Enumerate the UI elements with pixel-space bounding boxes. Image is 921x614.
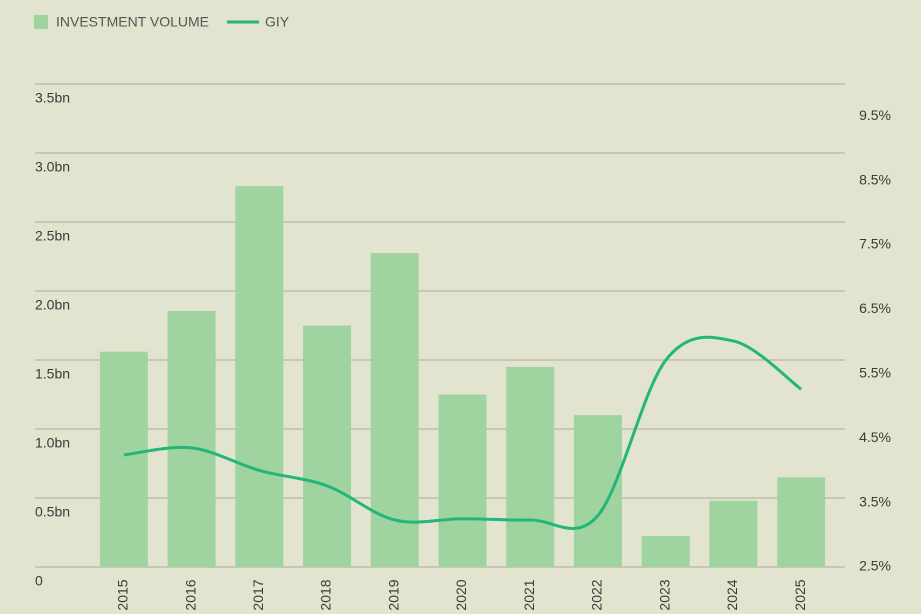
y-tick-label: 1.0bn: [35, 435, 70, 451]
x-tick-label: 2017: [250, 579, 266, 610]
x-tick-label: 2025: [792, 579, 808, 610]
x-tick-label: 2024: [724, 579, 740, 610]
bar: [506, 366, 555, 567]
bar: [235, 186, 284, 567]
y-tick-label: 3.5bn: [35, 90, 70, 106]
y2-tick-label: 6.5%: [859, 300, 891, 316]
x-tick-label: 2016: [182, 579, 198, 610]
y2-tick-label: 9.5%: [859, 107, 891, 123]
y-tick-label: 2.5bn: [35, 228, 70, 244]
bar: [167, 311, 216, 567]
y2-tick-label: 8.5%: [859, 171, 891, 187]
x-tick-label: 2021: [521, 579, 537, 610]
y2-tick-label: 7.5%: [859, 236, 891, 252]
x-tick-label: 2020: [453, 579, 469, 610]
x-tick-label: 2015: [115, 579, 131, 610]
bar: [641, 535, 690, 567]
y-tick-label: 2.0bn: [35, 297, 70, 313]
legend-label: INVESTMENT VOLUME: [56, 14, 209, 30]
legend-swatch: [34, 15, 48, 29]
y-tick-label: 0: [35, 573, 43, 589]
bar: [777, 477, 826, 567]
y2-tick-label: 3.5%: [859, 493, 891, 509]
y2-tick-label: 2.5%: [859, 558, 891, 574]
bar: [303, 325, 352, 567]
line: [123, 335, 803, 530]
y2-tick-label: 4.5%: [859, 429, 891, 445]
y2-tick-label: 5.5%: [859, 365, 891, 381]
bar: [438, 394, 487, 567]
legend-label: GIY: [265, 14, 290, 30]
x-tick-label: 2022: [589, 579, 605, 610]
y-tick-label: 1.5bn: [35, 366, 70, 382]
x-tick-label: 2023: [656, 579, 672, 610]
y-tick-label: 3.0bn: [35, 159, 70, 175]
y-tick-label: 0.5bn: [35, 504, 70, 520]
bar: [709, 500, 758, 567]
x-tick-label: 2019: [385, 579, 401, 610]
x-tick-label: 2018: [318, 579, 334, 610]
bar: [99, 351, 148, 567]
bar: [573, 415, 622, 567]
